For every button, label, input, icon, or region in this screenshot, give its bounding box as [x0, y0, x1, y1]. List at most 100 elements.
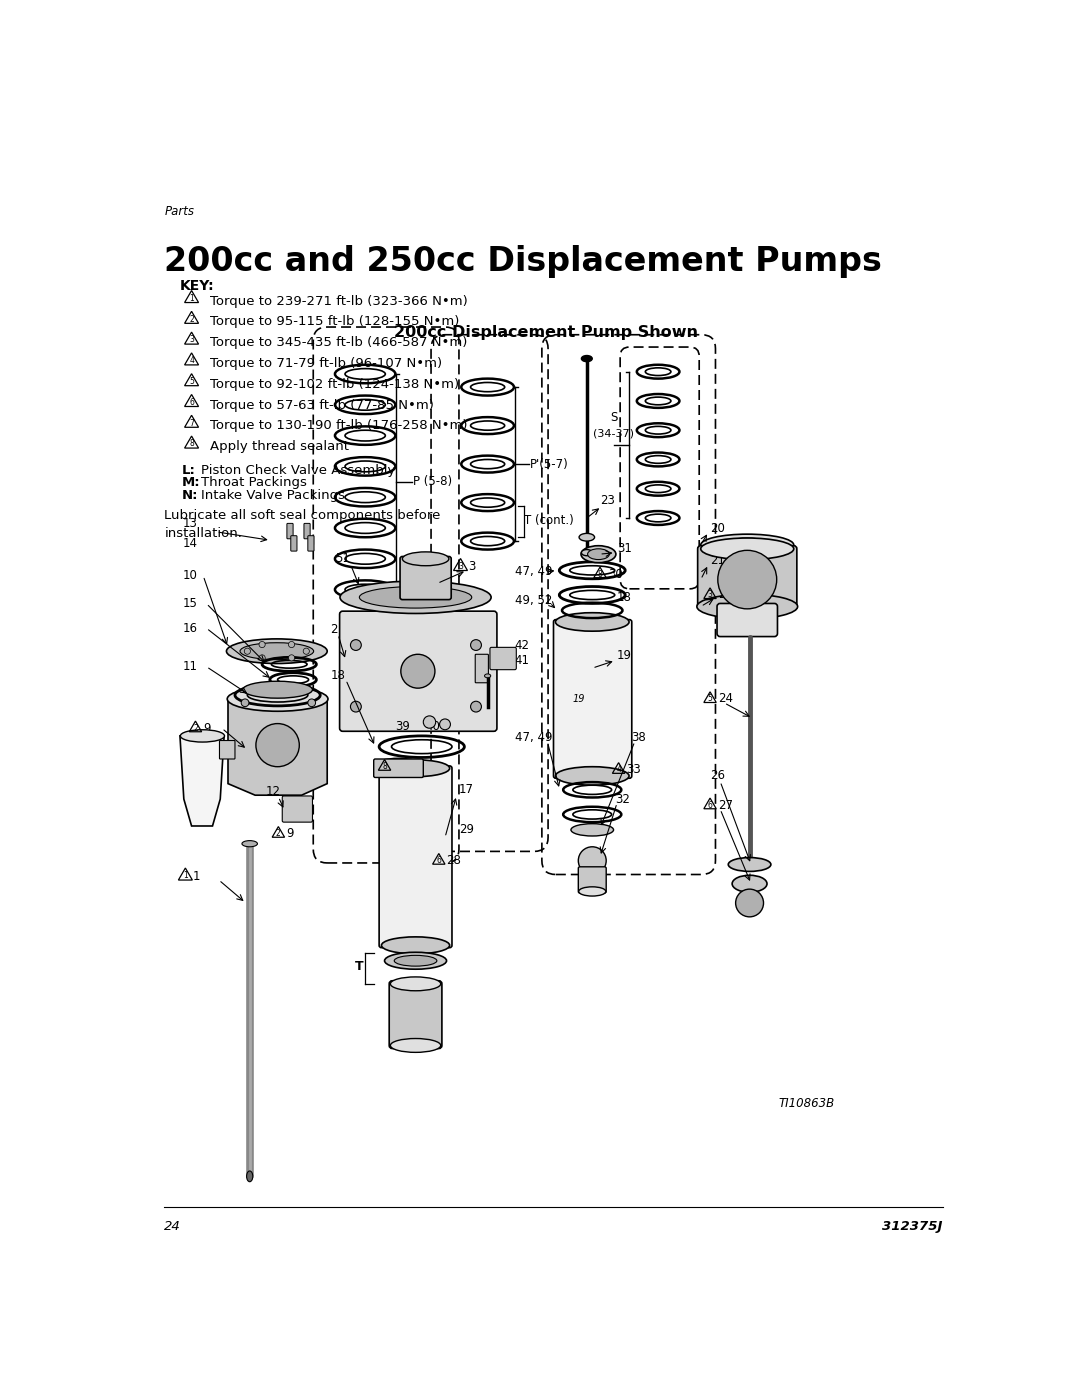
- Text: KEY:: KEY:: [180, 279, 215, 293]
- Text: 3: 3: [707, 591, 713, 599]
- Text: 1: 1: [183, 872, 188, 880]
- Text: 16: 16: [183, 622, 198, 634]
- FancyBboxPatch shape: [303, 524, 310, 539]
- Text: 14: 14: [183, 536, 198, 550]
- Circle shape: [578, 847, 606, 875]
- Text: 9: 9: [286, 827, 294, 840]
- Ellipse shape: [240, 643, 313, 659]
- Text: 39: 39: [395, 721, 410, 733]
- Text: Parts: Parts: [164, 204, 194, 218]
- Circle shape: [440, 719, 450, 729]
- Circle shape: [244, 648, 251, 654]
- Circle shape: [241, 698, 248, 707]
- Circle shape: [288, 655, 295, 661]
- Ellipse shape: [375, 759, 422, 773]
- Circle shape: [718, 550, 777, 609]
- Text: 33: 33: [626, 763, 642, 777]
- Ellipse shape: [381, 937, 449, 954]
- Polygon shape: [180, 736, 225, 826]
- Text: M:: M:: [181, 476, 200, 489]
- Circle shape: [350, 640, 362, 651]
- Text: Torque to 71-79 ft-lb (96-107 N•m): Torque to 71-79 ft-lb (96-107 N•m): [211, 358, 443, 370]
- Ellipse shape: [579, 534, 595, 541]
- FancyBboxPatch shape: [578, 866, 606, 893]
- Text: Torque to 239-271 ft-lb (323-366 N•m): Torque to 239-271 ft-lb (323-366 N•m): [211, 295, 468, 307]
- Polygon shape: [228, 698, 327, 795]
- Text: 8: 8: [597, 570, 603, 578]
- Text: 4: 4: [189, 356, 194, 365]
- Text: 47, 49: 47, 49: [515, 731, 552, 745]
- FancyBboxPatch shape: [291, 535, 297, 550]
- Circle shape: [288, 641, 295, 648]
- Text: 12: 12: [266, 785, 280, 798]
- Ellipse shape: [227, 686, 328, 711]
- Text: 6: 6: [436, 856, 442, 865]
- Text: Apply thread sealant: Apply thread sealant: [211, 440, 349, 453]
- FancyBboxPatch shape: [308, 535, 314, 550]
- Text: Piston Check Valve Assembly: Piston Check Valve Assembly: [201, 464, 395, 478]
- Text: 8: 8: [382, 761, 387, 771]
- Circle shape: [308, 698, 315, 707]
- Ellipse shape: [723, 538, 772, 552]
- Text: 4: 4: [617, 766, 621, 774]
- Ellipse shape: [390, 1038, 441, 1052]
- Text: 8: 8: [189, 440, 194, 448]
- Text: Intake Valve Packings: Intake Valve Packings: [201, 489, 345, 502]
- Text: 11: 11: [183, 661, 198, 673]
- Text: Lubricate all soft seal components before
installation.: Lubricate all soft seal components befor…: [164, 509, 441, 539]
- Ellipse shape: [360, 587, 472, 608]
- FancyBboxPatch shape: [490, 647, 516, 669]
- Text: S: S: [610, 411, 618, 425]
- Text: 13: 13: [183, 517, 198, 529]
- Text: 31: 31: [617, 542, 632, 555]
- Text: L:: L:: [181, 464, 195, 478]
- Text: 9: 9: [203, 722, 211, 735]
- Ellipse shape: [384, 953, 446, 970]
- Text: Torque to 57-63 ft-lb (77-85 N•m): Torque to 57-63 ft-lb (77-85 N•m): [211, 398, 434, 412]
- Text: 1: 1: [189, 293, 194, 303]
- FancyBboxPatch shape: [374, 759, 423, 778]
- Text: 38: 38: [631, 731, 646, 745]
- FancyBboxPatch shape: [282, 796, 312, 823]
- Text: 6: 6: [189, 398, 194, 407]
- Text: 18: 18: [617, 591, 632, 604]
- Text: P'(5-7): P'(5-7): [530, 458, 569, 471]
- Text: 7: 7: [189, 419, 194, 427]
- Text: 49, 52: 49, 52: [515, 594, 552, 606]
- Text: 3: 3: [189, 335, 194, 345]
- Text: 24: 24: [718, 693, 733, 705]
- Ellipse shape: [581, 546, 616, 563]
- FancyBboxPatch shape: [554, 620, 632, 778]
- Text: N:: N:: [181, 489, 198, 502]
- Ellipse shape: [581, 355, 592, 362]
- FancyBboxPatch shape: [379, 766, 451, 947]
- Circle shape: [259, 641, 266, 648]
- Text: 312375J: 312375J: [882, 1220, 943, 1234]
- Text: T: T: [355, 960, 364, 974]
- Text: 3: 3: [458, 562, 463, 571]
- Text: 200cc Displacement Pump Shown: 200cc Displacement Pump Shown: [394, 326, 698, 341]
- Circle shape: [350, 701, 362, 712]
- Ellipse shape: [728, 858, 771, 872]
- Text: 2: 2: [276, 828, 281, 838]
- Text: 23: 23: [600, 493, 615, 507]
- Ellipse shape: [394, 956, 437, 967]
- Circle shape: [735, 888, 764, 916]
- Text: 2: 2: [193, 724, 198, 732]
- FancyBboxPatch shape: [400, 556, 451, 599]
- Ellipse shape: [571, 824, 613, 835]
- FancyBboxPatch shape: [339, 610, 497, 731]
- Text: TI10863B: TI10863B: [779, 1097, 835, 1109]
- Ellipse shape: [588, 549, 609, 560]
- Circle shape: [401, 654, 435, 689]
- Text: Torque to 130-190 ft-lb (176-258 N•m): Torque to 130-190 ft-lb (176-258 N•m): [211, 419, 468, 433]
- Text: 51: 51: [335, 552, 350, 566]
- Circle shape: [471, 640, 482, 651]
- FancyBboxPatch shape: [475, 654, 488, 683]
- Text: Torque to 345-435 ft-lb (466-587 N•m): Torque to 345-435 ft-lb (466-587 N•m): [211, 337, 468, 349]
- Ellipse shape: [243, 682, 312, 698]
- Text: 200cc and 250cc Displacement Pumps: 200cc and 250cc Displacement Pumps: [164, 244, 882, 278]
- Text: Torque to 92-102 ft-lb (124-138 N•m): Torque to 92-102 ft-lb (124-138 N•m): [211, 377, 459, 391]
- Circle shape: [471, 701, 482, 712]
- Ellipse shape: [403, 552, 449, 566]
